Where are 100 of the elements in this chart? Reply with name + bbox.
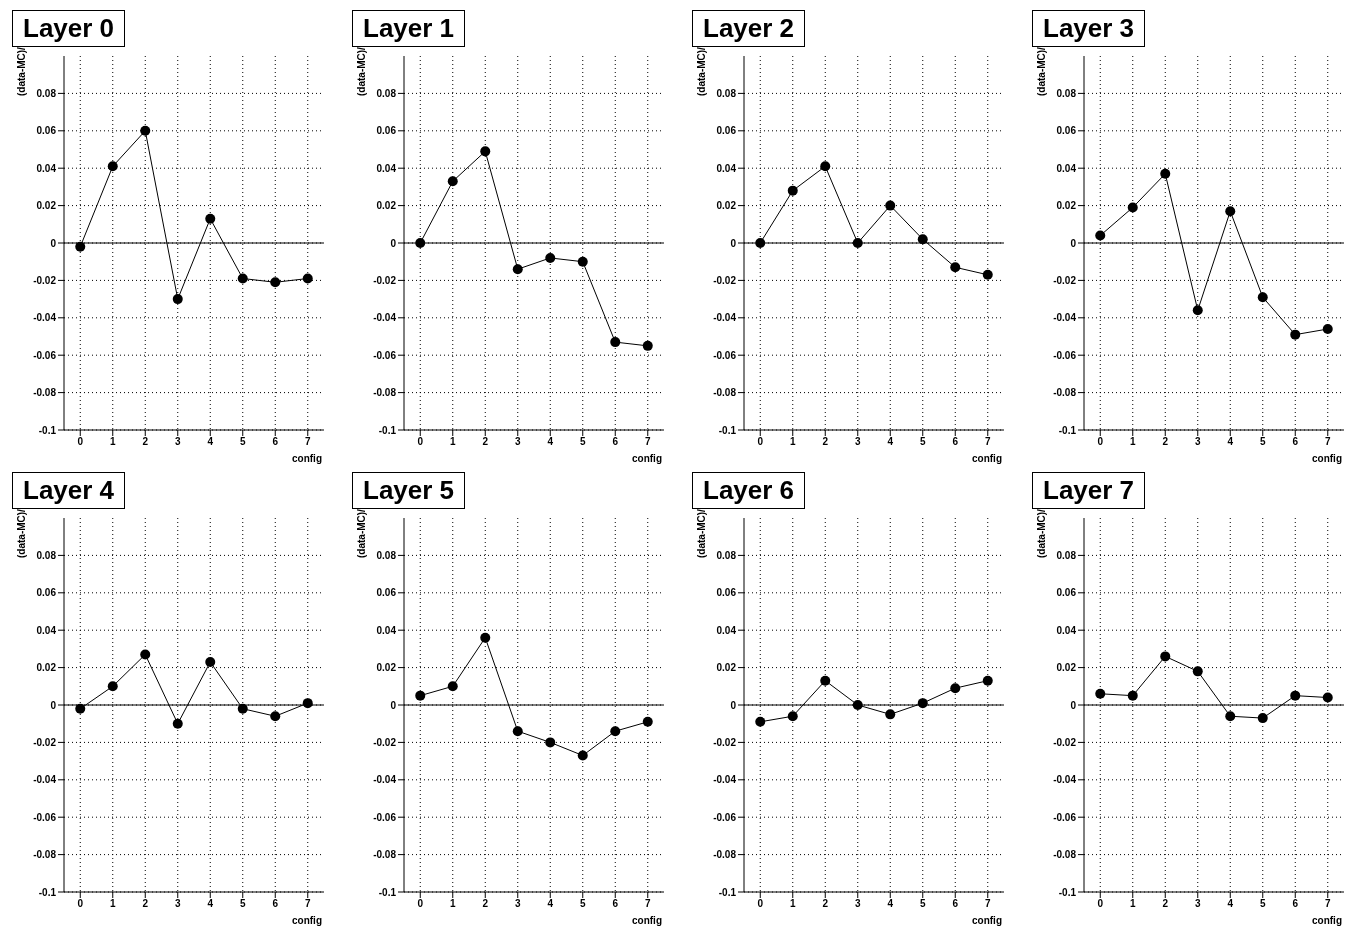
- y-tick-label: 0.06: [716, 125, 737, 137]
- y-tick-label: -0.04: [1053, 312, 1077, 324]
- x-tick-label: 7: [1324, 436, 1331, 448]
- y-tick-label: 0.08: [36, 549, 57, 561]
- chart-title: Layer 0: [12, 10, 126, 47]
- x-tick-label: 6: [272, 898, 279, 910]
- chart-title: Layer 7: [1032, 472, 1146, 509]
- x-tick-label: 0: [77, 898, 84, 910]
- y-tick-label: -0.02: [713, 274, 737, 286]
- y-tick-label: 0.02: [376, 200, 397, 212]
- y-tick-label: 0: [390, 237, 397, 249]
- x-axis-title: config: [1312, 915, 1342, 926]
- y-tick-label: 0.06: [36, 125, 57, 137]
- x-tick-label: 5: [239, 898, 246, 910]
- y-tick-label: -0.02: [33, 736, 57, 748]
- y-axis-title: (data-MC)/: [1036, 508, 1048, 558]
- y-tick-label: -0.1: [1058, 886, 1077, 898]
- y-tick-label: 0.04: [376, 624, 397, 636]
- y-axis-title: (data-MC)/: [696, 46, 708, 96]
- x-tick-label: 0: [1097, 436, 1104, 448]
- y-tick-label: -0.06: [713, 811, 737, 823]
- y-tick-label: -0.06: [373, 349, 397, 361]
- x-tick-label: 5: [239, 436, 246, 448]
- y-axis-title: (data-MC)/: [16, 508, 28, 558]
- x-tick-label: 3: [514, 898, 521, 910]
- y-tick-label: -0.08: [713, 849, 737, 861]
- y-axis-title: (data-MC)/: [696, 508, 708, 558]
- y-tick-label: -0.04: [373, 312, 397, 324]
- x-tick-label: 5: [1259, 436, 1266, 448]
- x-tick-label: 1: [449, 898, 456, 910]
- chart-title: Layer 6: [692, 472, 806, 509]
- y-tick-label: -0.06: [1053, 811, 1077, 823]
- x-tick-label: 7: [304, 436, 311, 448]
- x-tick-label: 5: [919, 436, 926, 448]
- y-tick-label: 0.06: [36, 587, 57, 599]
- y-tick-label: -0.1: [378, 424, 397, 436]
- x-tick-label: 1: [109, 898, 116, 910]
- x-tick-label: 1: [1129, 898, 1136, 910]
- y-tick-label: 0.06: [716, 587, 737, 599]
- y-tick-label: 0.08: [376, 87, 397, 99]
- x-tick-label: 3: [1194, 898, 1201, 910]
- y-tick-label: -0.08: [1053, 387, 1077, 399]
- y-tick-label: -0.02: [373, 736, 397, 748]
- y-tick-label: 0.08: [36, 87, 57, 99]
- chart-title: Layer 3: [1032, 10, 1146, 47]
- y-tick-label: -0.04: [713, 312, 737, 324]
- x-tick-label: 4: [1227, 898, 1234, 910]
- y-tick-label: -0.1: [38, 424, 57, 436]
- x-tick-label: 4: [547, 436, 554, 448]
- y-tick-label: -0.08: [33, 849, 57, 861]
- x-tick-label: 7: [644, 898, 651, 910]
- x-tick-label: 0: [757, 898, 764, 910]
- x-axis-title: config: [972, 915, 1002, 926]
- x-tick-label: 5: [579, 898, 586, 910]
- y-tick-label: -0.1: [1058, 424, 1077, 436]
- x-tick-label: 3: [174, 898, 181, 910]
- x-tick-label: 2: [142, 436, 149, 448]
- x-tick-label: 4: [1227, 436, 1234, 448]
- x-axis-title: config: [972, 453, 1002, 464]
- chart-title: Layer 1: [352, 10, 466, 47]
- chart-title: Layer 4: [12, 472, 126, 509]
- x-tick-label: 4: [207, 436, 214, 448]
- x-tick-label: 0: [1097, 898, 1104, 910]
- y-tick-label: 0: [1070, 237, 1077, 249]
- x-tick-label: 6: [1292, 436, 1299, 448]
- x-tick-label: 7: [984, 898, 991, 910]
- x-tick-label: 5: [1259, 898, 1266, 910]
- y-tick-label: -0.04: [33, 312, 57, 324]
- y-tick-label: 0.02: [716, 662, 737, 674]
- x-tick-label: 6: [1292, 898, 1299, 910]
- y-tick-label: 0.08: [716, 549, 737, 561]
- y-tick-label: 0.04: [36, 624, 57, 636]
- x-tick-label: 4: [887, 898, 894, 910]
- x-tick-label: 2: [142, 898, 149, 910]
- y-tick-label: -0.1: [718, 424, 737, 436]
- y-tick-label: 0: [730, 237, 737, 249]
- y-tick-label: 0.04: [376, 162, 397, 174]
- y-tick-label: -0.06: [713, 349, 737, 361]
- y-tick-label: 0.02: [36, 662, 57, 674]
- x-tick-label: 0: [757, 436, 764, 448]
- y-tick-label: 0.08: [1056, 549, 1077, 561]
- y-tick-label: -0.02: [713, 736, 737, 748]
- x-tick-label: 2: [1162, 898, 1169, 910]
- y-tick-label: 0.06: [376, 125, 397, 137]
- y-tick-label: -0.06: [33, 811, 57, 823]
- chart-title: Layer 2: [692, 10, 806, 47]
- x-tick-label: 3: [854, 436, 861, 448]
- y-tick-label: -0.08: [33, 387, 57, 399]
- x-tick-label: 4: [207, 898, 214, 910]
- y-tick-label: 0: [50, 237, 57, 249]
- y-tick-label: -0.1: [718, 886, 737, 898]
- y-tick-label: -0.06: [373, 811, 397, 823]
- y-tick-label: 0.02: [376, 662, 397, 674]
- x-tick-label: 0: [77, 436, 84, 448]
- y-tick-label: -0.04: [713, 774, 737, 786]
- y-tick-label: -0.02: [1053, 736, 1077, 748]
- x-tick-label: 1: [449, 436, 456, 448]
- y-axis-title: (data-MC)/: [1036, 46, 1048, 96]
- y-tick-label: 0.02: [36, 200, 57, 212]
- x-tick-label: 6: [612, 436, 619, 448]
